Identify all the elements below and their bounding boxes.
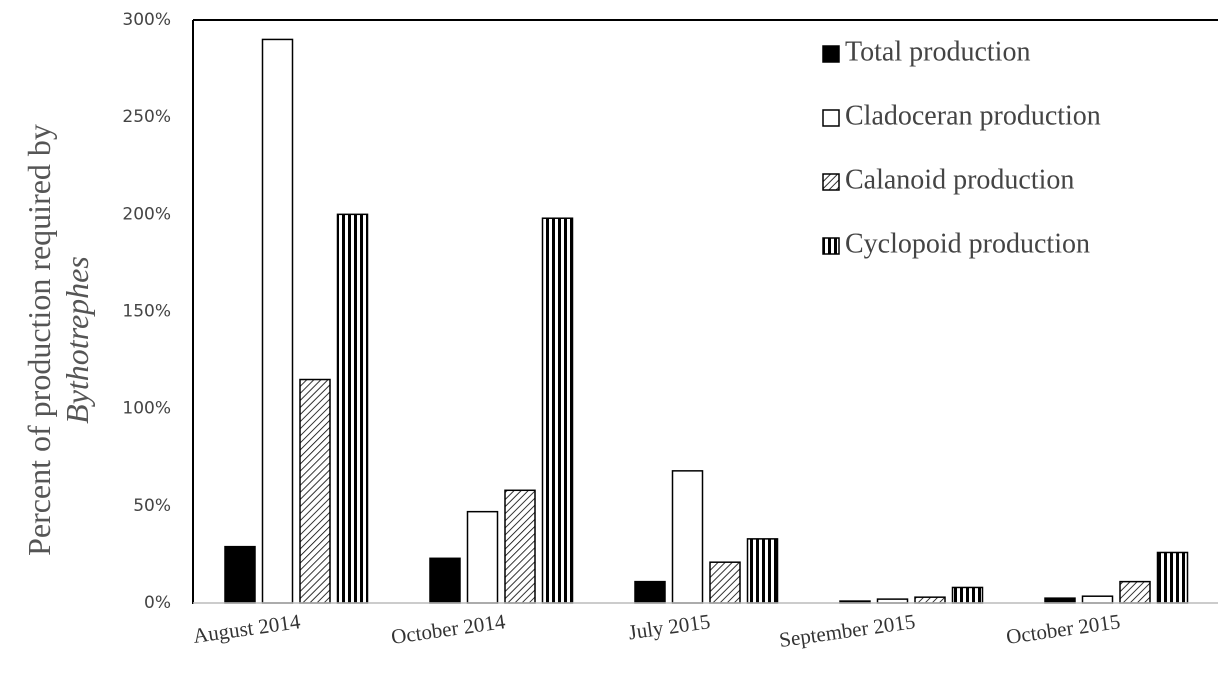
legend-label: Calanoid production (845, 164, 1074, 195)
legend-swatch (822, 173, 840, 191)
x-tick-label: September 2015 (778, 609, 917, 652)
y-tick-label: 150% (122, 302, 171, 322)
y-tick-label: 100% (122, 399, 171, 419)
bar (504, 489, 536, 604)
y-tick-label: 200% (122, 204, 171, 224)
legend-swatch (822, 237, 840, 255)
bar (224, 545, 256, 604)
bar (634, 580, 666, 604)
legend-label: Total production (845, 36, 1030, 67)
x-tick-label: October 2014 (390, 609, 508, 649)
y-tick-label: 0% (144, 593, 171, 613)
bar (429, 557, 461, 604)
bar (951, 586, 984, 604)
y-axis-label: Percent of production required by (21, 124, 57, 556)
bar (541, 217, 574, 604)
legend-label: Cyclopoid production (845, 228, 1090, 259)
legend-label: Cladoceran production (845, 100, 1101, 131)
x-tick-label: October 2015 (1005, 609, 1122, 649)
bar (914, 596, 946, 604)
bar (1156, 551, 1189, 604)
x-tick-label: July 2015 (627, 609, 712, 644)
legend-swatch (822, 45, 840, 63)
bar (1119, 580, 1151, 604)
bar (336, 213, 369, 604)
bar (261, 38, 294, 604)
bar (746, 538, 779, 604)
y-tick-label: 300% (122, 10, 171, 30)
y-tick-label: 50% (133, 496, 171, 516)
bar (299, 378, 331, 604)
y-tick-label: 250% (122, 107, 171, 127)
x-tick-label: August 2014 (191, 609, 302, 648)
bar (671, 470, 704, 604)
y-axis-label-italic: Bythotrephes (59, 256, 95, 424)
bar (466, 510, 499, 604)
legend-swatch (822, 109, 840, 127)
bar (1081, 595, 1114, 604)
bar (709, 561, 741, 604)
